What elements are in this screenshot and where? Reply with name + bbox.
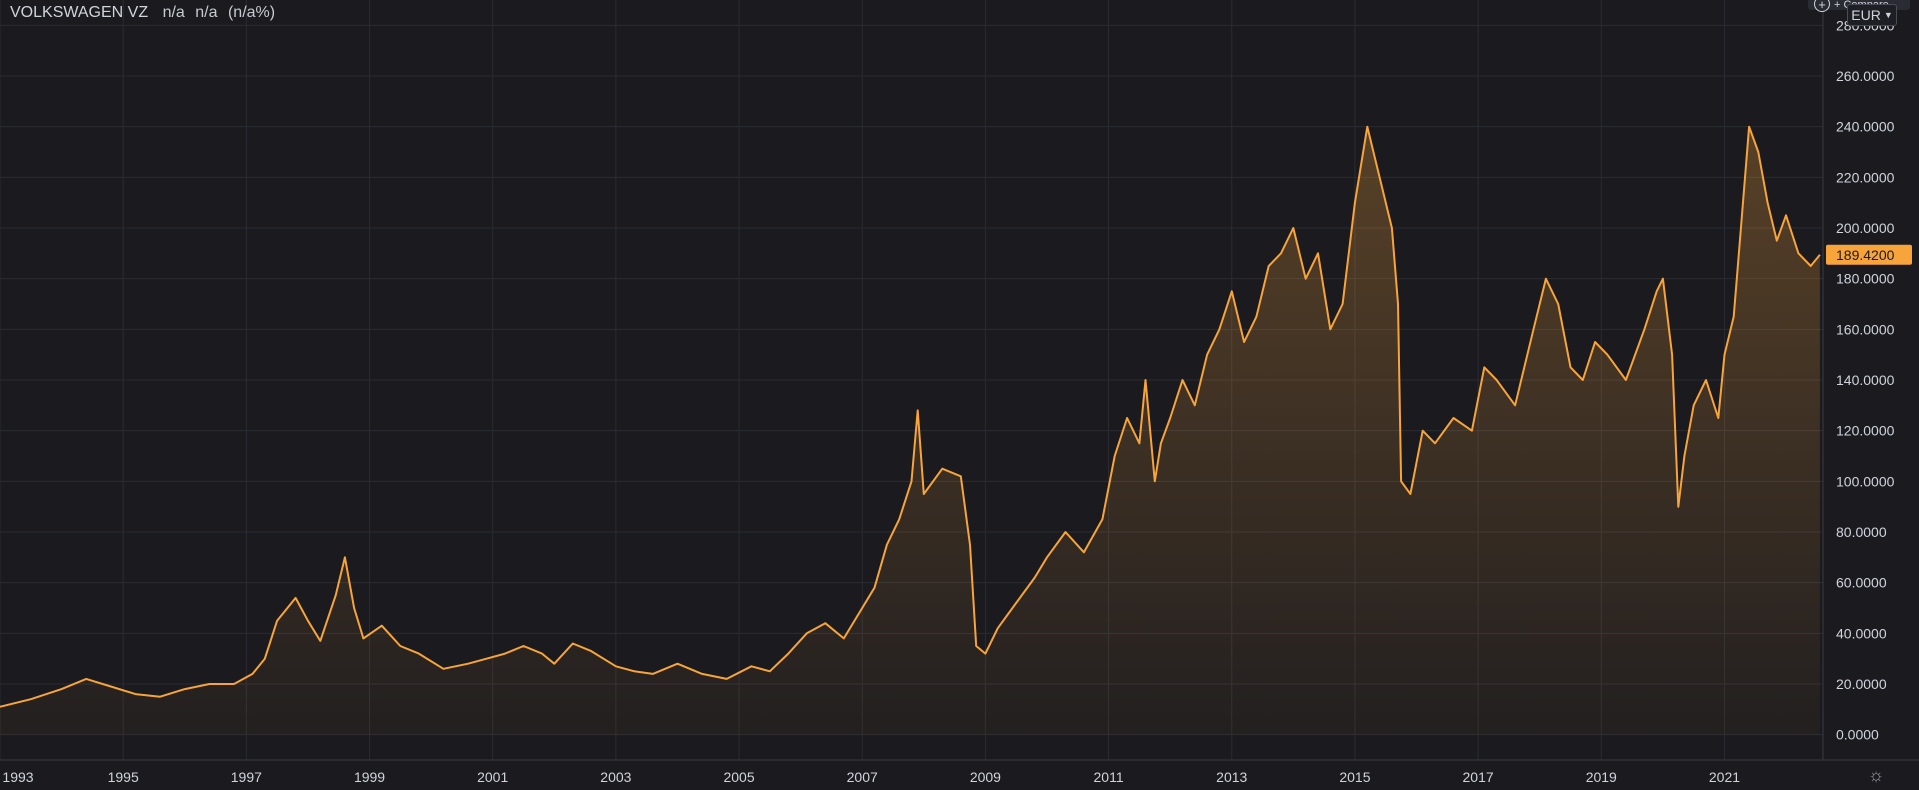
price-area xyxy=(0,126,1820,735)
currency-value: EUR xyxy=(1851,7,1881,23)
y-tick-label: 160.0000 xyxy=(1836,321,1895,337)
last-price-badge: 189.4200 xyxy=(1826,244,1912,265)
y-tick-label: 0.0000 xyxy=(1836,727,1879,743)
chart-legend: VOLKSWAGEN VZ n/a n/a (n/a%) xyxy=(10,4,281,22)
x-axis-labels: 1993 1995 1997 1999 2001 2003 2005 2007 2009 2011… xyxy=(2,769,1740,785)
last-price: n/a xyxy=(162,4,185,21)
y-tick-label: 180.0000 xyxy=(1836,271,1895,287)
y-tick-label: 220.0000 xyxy=(1836,169,1895,185)
plus-icon: + xyxy=(1814,0,1830,12)
price-change-percent: (n/a%) xyxy=(227,4,276,21)
x-tick-label: 2001 xyxy=(477,769,508,785)
y-tick-label: 200.0000 xyxy=(1836,220,1895,236)
y-tick-label: 100.0000 xyxy=(1836,473,1895,489)
y-tick-label: 260.0000 xyxy=(1836,68,1895,84)
x-tick-label: 2007 xyxy=(847,769,878,785)
y-tick-label: 80.0000 xyxy=(1836,524,1887,540)
x-tick-label: 1995 xyxy=(108,769,139,785)
last-price-badge-bg xyxy=(1826,244,1912,265)
price-line xyxy=(0,125,1821,708)
x-tick-label: 2021 xyxy=(1709,769,1740,785)
y-tick-label: 60.0000 xyxy=(1836,575,1887,591)
y-tick-label: 120.0000 xyxy=(1836,423,1895,439)
x-tick-label: 2013 xyxy=(1216,769,1247,785)
x-tick-label: 2011 xyxy=(1094,769,1124,785)
x-tick-label: 2015 xyxy=(1339,769,1370,785)
series-line xyxy=(0,125,1821,708)
chevron-down-icon: ▼ xyxy=(1883,10,1893,20)
y-axis-labels: 0.0000 20.0000 40.0000 60.0000 80.0000 100.00… xyxy=(1836,17,1895,742)
x-tick-label: 1993 xyxy=(2,769,33,785)
x-tick-label: 1997 xyxy=(231,769,262,785)
y-tick-label: 40.0000 xyxy=(1836,625,1887,641)
price-change: n/a xyxy=(195,4,218,21)
x-tick-label: 2019 xyxy=(1586,769,1617,785)
symbol-name: VOLKSWAGEN VZ xyxy=(10,4,149,21)
x-tick-label: 2009 xyxy=(970,769,1001,785)
y-tick-label: 20.0000 xyxy=(1836,676,1887,692)
x-tick-label: 2003 xyxy=(600,769,631,785)
x-tick-label: 1999 xyxy=(354,769,385,785)
y-tick-label: 140.0000 xyxy=(1836,372,1895,388)
x-tick-label: 2017 xyxy=(1463,769,1494,785)
series-area xyxy=(0,126,1820,735)
x-tick-label: 2005 xyxy=(723,769,754,785)
currency-select[interactable]: EUR ▼ xyxy=(1847,4,1897,26)
last-price-badge-label: 189.4200 xyxy=(1836,247,1895,263)
gear-icon[interactable]: ☼ xyxy=(1867,765,1885,785)
y-tick-label: 240.0000 xyxy=(1836,119,1895,135)
